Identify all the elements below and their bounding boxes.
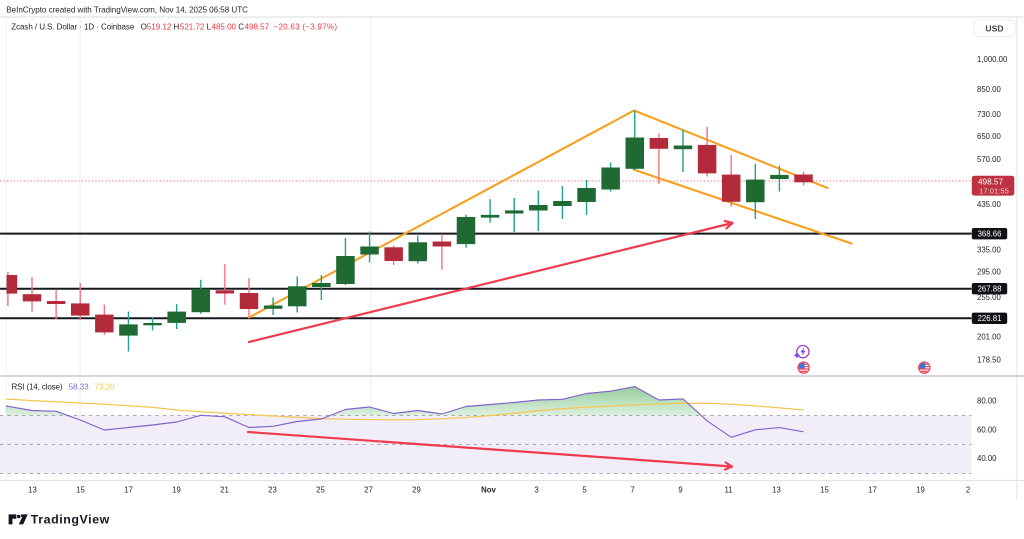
svg-text:13: 13 [28,485,37,494]
svg-text:7: 7 [630,485,634,494]
svg-text:21: 21 [220,485,229,494]
svg-text:9: 9 [678,485,682,494]
svg-text:17: 17 [868,485,877,494]
svg-text:335.00: 335.00 [977,246,1002,255]
svg-text:435.00: 435.00 [977,200,1002,209]
svg-text:O: O [141,23,147,32]
svg-text:Nov: Nov [481,485,496,494]
svg-text:521.72: 521.72 [180,23,205,32]
svg-text:11: 11 [724,485,732,494]
svg-text:5: 5 [582,485,587,494]
svg-text:3: 3 [534,485,538,494]
svg-text:60.00: 60.00 [977,425,997,434]
svg-text:BeInCrypto created with Tradin: BeInCrypto created with TradingView.com,… [6,5,248,14]
svg-text:201.00: 201.00 [977,332,1002,341]
svg-text:650.00: 650.00 [977,132,1002,141]
svg-text:498.57: 498.57 [978,177,1003,186]
svg-text:29: 29 [412,485,421,494]
svg-text:1,000.00: 1,000.00 [977,55,1008,64]
svg-text:850.00: 850.00 [977,85,1002,94]
svg-text:15: 15 [76,485,85,494]
svg-text:L: L [207,23,212,32]
svg-text:C: C [238,23,244,32]
svg-text:498.57: 498.57 [245,23,270,32]
svg-text:15: 15 [820,485,829,494]
svg-text:267.88: 267.88 [978,285,1002,294]
svg-text:RSI (14, close): RSI (14, close) [12,382,63,391]
svg-text:25: 25 [316,485,325,494]
svg-text:H: H [174,23,180,32]
svg-text:19: 19 [172,485,181,494]
svg-text:Zcash / U.S. Dollar · 1D · Coi: Zcash / U.S. Dollar · 1D · Coinbase [11,23,135,32]
svg-text:226.81: 226.81 [978,314,1002,323]
svg-text:27: 27 [364,485,373,494]
svg-text:40.00: 40.00 [977,454,997,463]
svg-text:17: 17 [124,485,133,494]
svg-text:570.00: 570.00 [977,155,1002,164]
svg-text:73.20: 73.20 [95,382,116,391]
svg-text:730.00: 730.00 [977,110,1002,119]
svg-text:519.12: 519.12 [147,23,172,32]
svg-text:178.50: 178.50 [977,355,1002,364]
svg-text:TradingView: TradingView [31,512,110,526]
svg-text:17:01:55: 17:01:55 [979,186,1009,195]
svg-text:13: 13 [772,485,781,494]
svg-text:23: 23 [268,485,277,494]
svg-text:295.00: 295.00 [977,267,1002,276]
svg-text:2: 2 [966,485,970,494]
svg-text:80.00: 80.00 [977,396,997,405]
svg-text:19: 19 [916,485,925,494]
svg-text:−20.63 (−3.97%): −20.63 (−3.97%) [274,23,338,32]
svg-text:368.66: 368.66 [978,230,1002,239]
svg-text:USD: USD [985,23,1003,33]
svg-text:485.00: 485.00 [212,23,237,32]
svg-text:58.33: 58.33 [69,382,90,391]
svg-text:255.00: 255.00 [977,293,1002,302]
